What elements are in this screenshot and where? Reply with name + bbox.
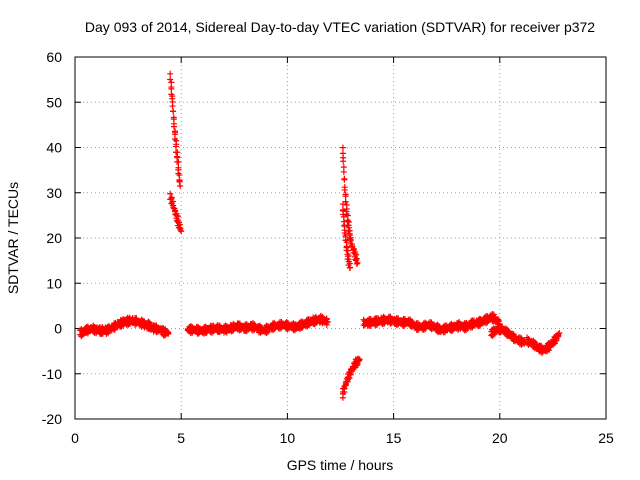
data-point [353,255,360,262]
plot-frame [74,56,607,420]
data-point [353,260,360,267]
x-tick-label: 0 [71,430,79,446]
data-point [341,227,348,234]
data-segment [360,313,450,336]
data-point [324,318,331,325]
data-segment [77,314,172,340]
chart-title: Day 093 of 2014, Sidereal Day-to-day VTE… [85,19,595,35]
data-point [167,76,174,83]
data-point [170,114,177,121]
data-segment [167,70,184,189]
y-tick-label: 60 [46,49,62,65]
data-point [347,264,354,271]
data-point [339,201,346,208]
y-tick-label: -20 [42,411,62,427]
data-point [160,326,167,333]
y-tick-label: 30 [46,185,62,201]
data-point [168,79,175,86]
y-tick-label: 0 [54,321,62,337]
data-point [177,182,184,189]
data-point [169,103,176,110]
data-point [175,166,182,173]
data-point [448,326,455,333]
y-tick-label: 10 [46,275,62,291]
data-point [341,184,348,191]
data-point [170,120,177,127]
data-segment [167,190,185,235]
axis-ticks: 0 5 10 15 20 25 -20 -10 0 10 20 30 40 50 60 [42,49,614,446]
data-point [176,172,183,179]
data-point [176,178,183,185]
data-point [177,225,184,232]
data-point [340,158,347,165]
data-point [167,70,174,77]
data-point [340,168,347,175]
data-segment [339,201,354,271]
data-point [555,331,562,338]
data-point [353,251,360,258]
x-tick-label: 10 [280,430,296,446]
x-tick-label: 5 [177,430,185,446]
data-segment [524,330,563,356]
data-point [341,175,348,182]
data-point [496,318,503,325]
y-tick-label: -10 [42,366,62,382]
data-segment [443,311,503,335]
data-point [346,236,353,243]
data-point [352,251,359,258]
data-point [346,230,353,237]
grid-lines [75,57,606,419]
data-point [170,202,177,209]
data-point [556,330,563,337]
data-point [175,158,182,165]
data-point [339,144,346,151]
data-segment [488,321,529,348]
y-tick-label: 50 [46,94,62,110]
data-point [356,356,363,363]
data-segment [339,355,363,401]
data-point [345,256,352,263]
data-point [342,232,349,239]
data-segment [339,144,361,267]
y-tick-label: 40 [46,140,62,156]
y-tick-label: 20 [46,230,62,246]
x-axis-label: GPS time / hours [287,457,394,473]
data-point [354,362,361,369]
x-tick-label: 25 [598,430,614,446]
data-point [354,259,361,266]
data-points [77,70,563,401]
x-tick-label: 15 [386,430,402,446]
data-point [168,85,175,92]
y-axis-label: SDTVAR / TECUs [5,182,21,294]
data-point [323,321,330,328]
data-point [170,108,177,115]
data-point [165,330,172,337]
data-segment [184,319,280,337]
data-point [167,190,174,197]
data-point [174,153,181,160]
x-tick-label: 20 [492,430,508,446]
data-segment [274,312,331,334]
data-point [172,143,179,150]
data-point [346,375,353,382]
data-point [342,191,349,198]
data-point [178,228,185,235]
